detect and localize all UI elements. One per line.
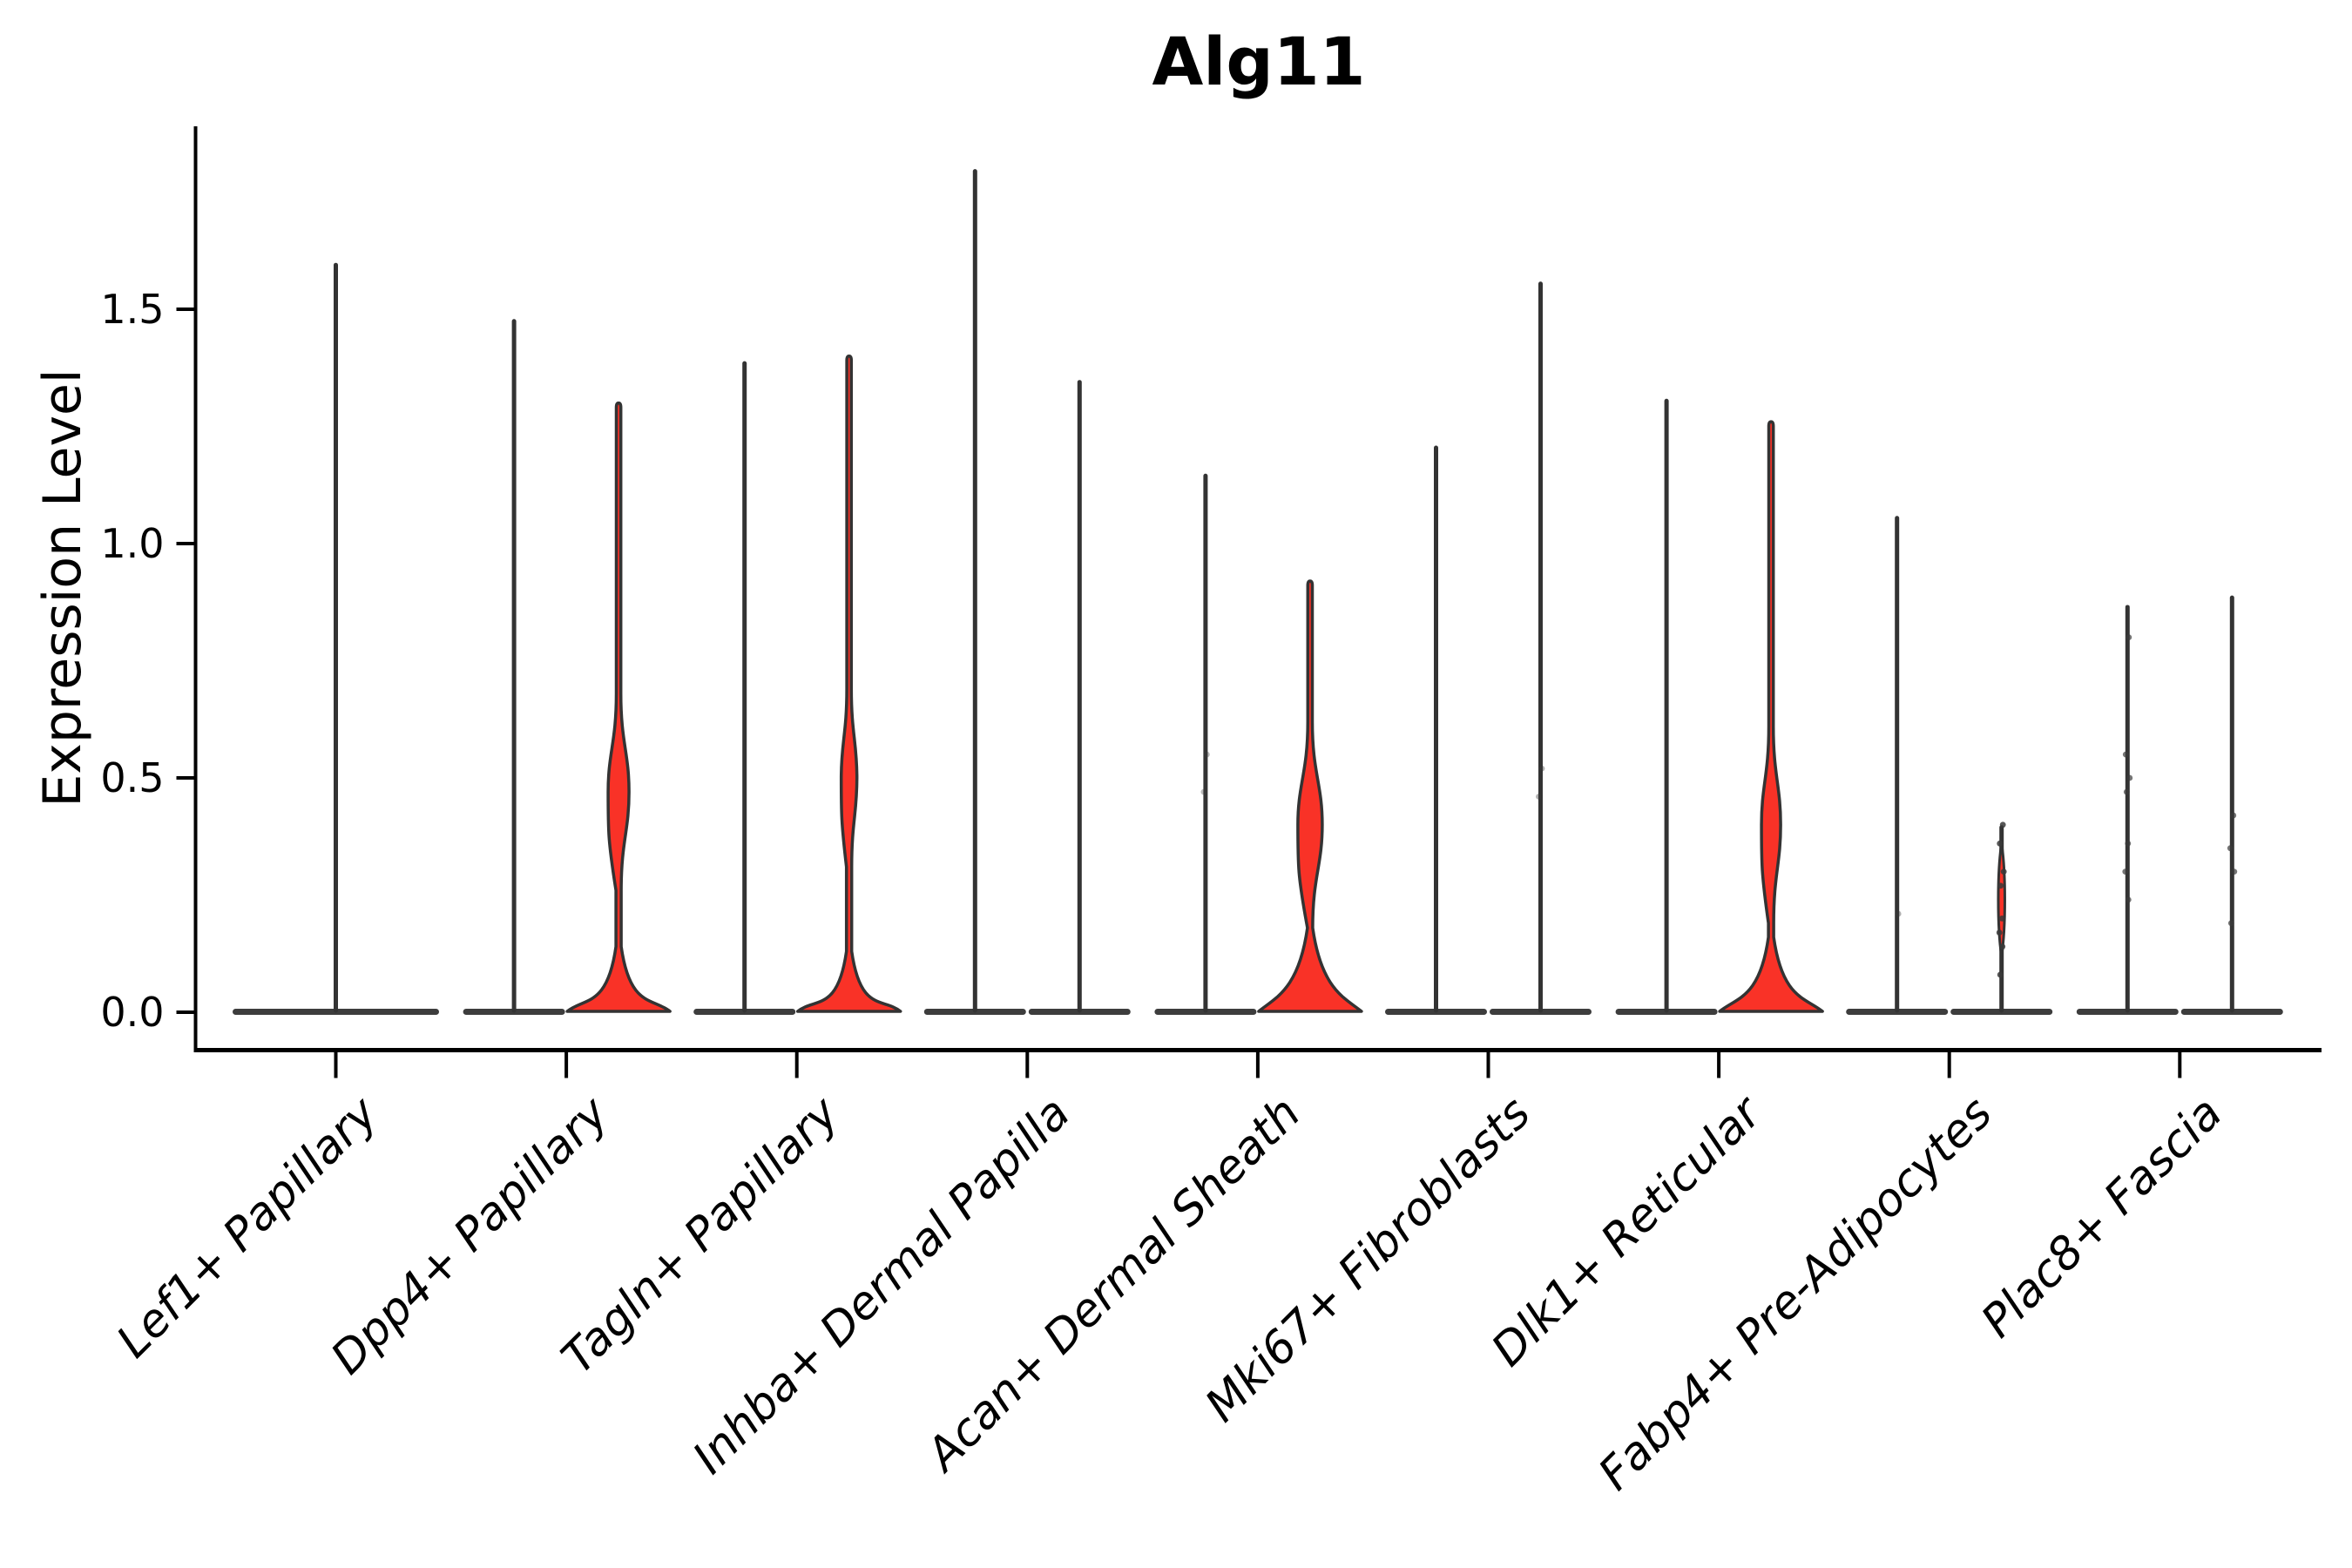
expression-point: [1999, 821, 2006, 828]
expression-point: [2123, 788, 2130, 795]
expression-point: [2125, 896, 2132, 903]
expression-point: [1997, 840, 2004, 847]
y-axis-label: Expression Level: [32, 368, 93, 808]
expression-point: [2230, 812, 2237, 819]
violin-body: [1257, 579, 1363, 1013]
expression-point: [2126, 634, 2132, 640]
expression-point: [2000, 868, 2007, 875]
expression-point: [2227, 920, 2234, 927]
violin-body: [1718, 420, 1824, 1013]
violin-body: [795, 355, 902, 1013]
y-tick-label: 0.5: [100, 754, 165, 801]
expression-point: [1200, 788, 1207, 795]
expression-point: [2231, 868, 2238, 875]
expression-point: [2227, 845, 2234, 852]
expression-point: [1204, 751, 1210, 758]
expression-point: [1996, 929, 2003, 936]
expression-point: [1538, 765, 1545, 772]
expression-point: [2126, 774, 2133, 781]
expression-point: [2122, 751, 2129, 758]
violin-body: [565, 401, 672, 1013]
expression-point: [1895, 910, 1902, 917]
expression-point: [1999, 943, 2006, 950]
chart-title: Alg11: [1152, 23, 1366, 100]
violin-bulge: [1997, 841, 2006, 957]
expression-point: [1997, 971, 2004, 978]
y-tick-label: 1.5: [100, 286, 165, 333]
expression-point: [1997, 882, 2004, 889]
expression-point: [1536, 794, 1542, 800]
expression-point: [2122, 868, 2129, 875]
expression-point: [2125, 840, 2132, 847]
y-tick-label: 1.0: [100, 520, 165, 567]
y-tick-label: 0.0: [100, 989, 165, 1036]
expression-point: [1998, 916, 2005, 922]
